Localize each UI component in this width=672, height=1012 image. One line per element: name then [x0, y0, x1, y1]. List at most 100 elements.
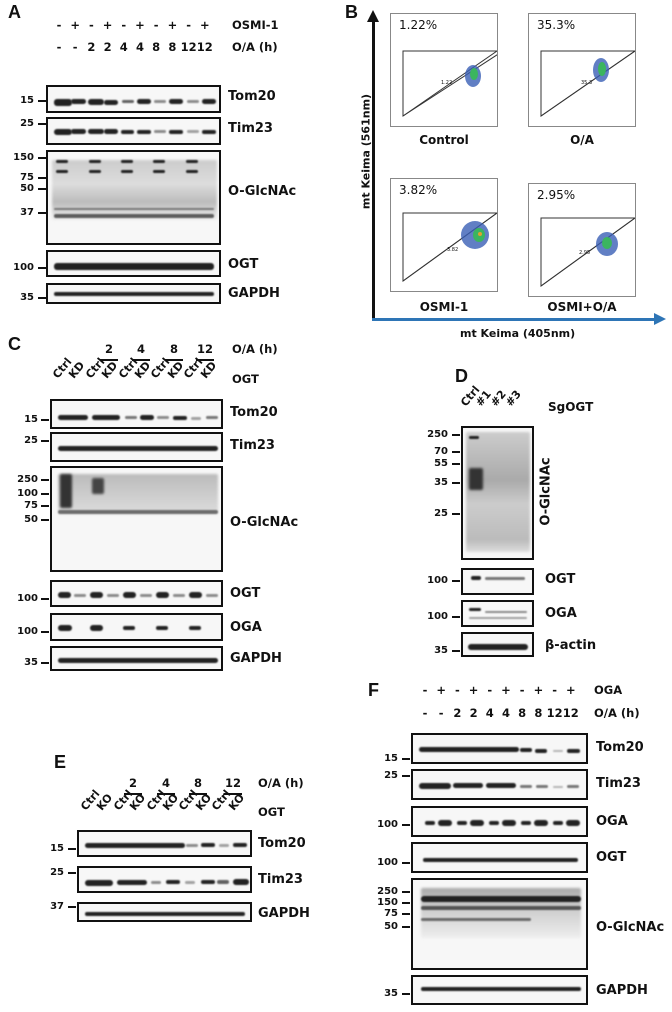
lane-label: - [56, 18, 62, 32]
x-axis-arrow [372, 318, 656, 321]
panel-c-blot-tim23 [50, 432, 223, 462]
panel-e-protein-tom20: Tom20 [258, 836, 306, 851]
panel-f-blot-tom20 [411, 733, 588, 764]
time-group-label: 12 [196, 342, 213, 356]
lane-label: + [70, 18, 80, 32]
gate-value: 2.95 [579, 250, 591, 256]
mw-marker: 75 [24, 500, 38, 511]
lane-label: - [121, 18, 127, 32]
panel-d-blot-beta-actin [461, 632, 534, 657]
panel-a-row-label-osmi: OSMI-1 [232, 18, 279, 32]
lane-label: 8 [518, 706, 527, 720]
panel-d-protein-oglcnac: O-GlcNAc [538, 457, 554, 526]
lane-label: 8 [152, 40, 161, 54]
lane-label: - [89, 18, 94, 32]
panel-e-time-row-label: O/A (h) [258, 776, 304, 790]
mw-marker: 25 [434, 508, 448, 519]
mw-marker: 35 [24, 657, 38, 668]
mw-marker: 37 [20, 207, 34, 218]
lane-label: 12 [546, 706, 563, 720]
panel-e-label: E [54, 752, 67, 772]
flow-percent: 3.82% [399, 183, 438, 197]
lane-label: - [422, 683, 428, 697]
panel-f-blot-gapdh [411, 975, 588, 1005]
panel-c-label: C [8, 334, 21, 354]
lane-label: + [468, 683, 479, 697]
time-group-label: 12 [224, 776, 241, 790]
mw-marker: 50 [24, 514, 38, 525]
panel-c-blot-ogt [50, 580, 223, 607]
panel-c-protein-tim23: Tim23 [230, 438, 275, 453]
flow-plot-name: OSMI-1 [419, 300, 469, 314]
panel-a-blot-tom20 [46, 85, 221, 113]
mw-marker: 25 [20, 118, 34, 129]
panel-a-protein-tim23: Tim23 [228, 121, 273, 136]
time-group-underline [100, 359, 118, 361]
panel-a-blot-oglcnac [46, 150, 221, 245]
gate-value: 3.82 [447, 247, 459, 253]
panel-c-blot-oga [50, 613, 223, 641]
time-group-underline [224, 793, 242, 795]
panel-a-row-label-oa: O/A (h) [232, 40, 278, 54]
mw-marker: 50 [20, 183, 34, 194]
panel-c-protein-oglcnac: O-GlcNAc [230, 515, 299, 530]
mw-marker: 100 [17, 626, 38, 637]
panel-c-genotype-row-label: OGT [232, 372, 259, 386]
panel-e-blot-tom20 [77, 830, 252, 857]
lane-label: - [455, 683, 460, 697]
flow-percent: 1.22% [399, 18, 438, 32]
mw-marker: 100 [427, 575, 448, 586]
mw-marker: 35 [20, 292, 34, 303]
panel-c-protein-ogt: OGT [230, 586, 261, 601]
panel-d-protein-beta-actin: β-actin [545, 638, 597, 653]
mw-marker: 25 [24, 435, 38, 446]
panel-d-protein-oga: OGA [545, 606, 577, 621]
lane-label: 12 [180, 40, 197, 54]
time-group-underline [165, 359, 183, 361]
time-group-label: 4 [136, 342, 145, 356]
mw-marker: 250 [17, 474, 38, 485]
panel-f-protein-gapdh: GAPDH [596, 983, 648, 998]
lane-label: + [565, 683, 576, 697]
flow-percent: 35.3% [537, 18, 576, 32]
flow-plot-name: OSMI+O/A [547, 300, 617, 314]
time-group-underline [157, 793, 175, 795]
panel-e-blot-gapdh [77, 902, 252, 922]
lane-label: 12 [196, 40, 213, 54]
panel-c-blot-oglcnac [50, 466, 223, 572]
lane-label: 4 [485, 706, 494, 720]
lane-label: 2 [469, 706, 478, 720]
panel-c-time-row-label: O/A (h) [232, 342, 278, 356]
mw-marker: 150 [377, 897, 398, 908]
mw-marker: 100 [17, 488, 38, 499]
mw-marker: 250 [377, 886, 398, 897]
lane-label: 8 [534, 706, 543, 720]
y-axis-label: mt Keima (561nm) [359, 93, 373, 210]
lane-label: + [436, 683, 446, 697]
time-group-underline [124, 793, 142, 795]
mw-marker: 25 [384, 770, 398, 781]
gate-value: 35.3 [581, 80, 593, 86]
time-group-underline [189, 793, 207, 795]
lane-label: 4 [135, 40, 144, 54]
panel-a-protein-gapdh: GAPDH [228, 286, 280, 301]
panel-f-label: F [368, 680, 379, 700]
flow-plot-name: Control [419, 133, 469, 147]
panel-f-blot-ogt [411, 842, 588, 873]
time-group-label: 8 [193, 776, 202, 790]
lane-label: - [153, 18, 159, 32]
y-axis-arrow [372, 20, 375, 320]
mw-marker: 37 [50, 901, 64, 912]
lane-label: - [186, 18, 191, 32]
mw-marker: 15 [24, 414, 38, 425]
panel-c-blot-tom20 [50, 399, 223, 429]
flow-percent: 2.95% [537, 188, 576, 202]
mw-marker: 15 [20, 95, 34, 106]
mw-marker: 55 [434, 458, 448, 469]
flow-plot-control: 1.22% 1.22 [390, 13, 498, 127]
panel-d-blot-ogt [461, 568, 534, 595]
mw-marker: 50 [384, 921, 398, 932]
lane-label: 4 [501, 706, 510, 720]
panel-e-genotype-row-label: OGT [258, 805, 285, 819]
time-group-underline [196, 359, 214, 361]
